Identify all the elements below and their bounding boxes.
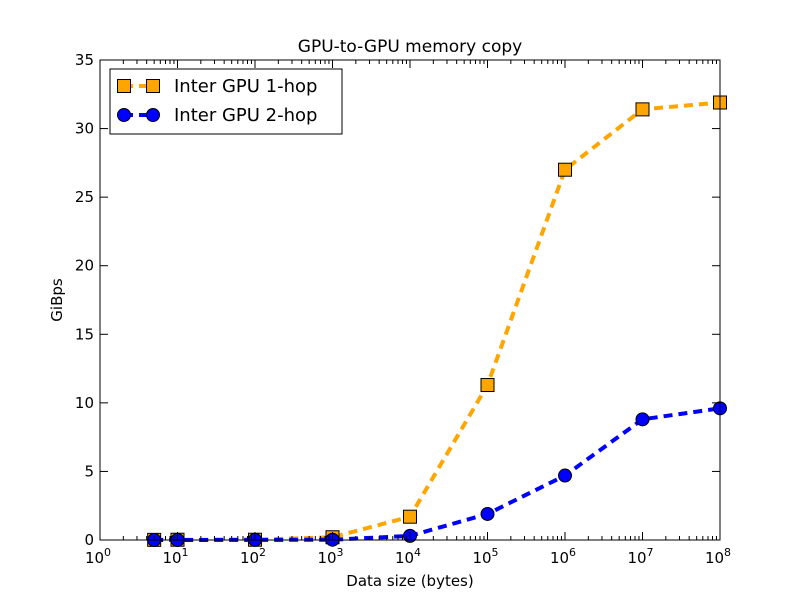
x-tick-label: 103 <box>317 546 343 567</box>
y-tick-label: 5 <box>84 462 94 480</box>
legend-label: Inter GPU 1-hop <box>174 76 317 97</box>
x-tick-label: 108 <box>705 546 731 567</box>
x-tick-label: 106 <box>550 546 576 567</box>
series-2-point <box>480 506 495 521</box>
x-tick-label: 107 <box>627 546 653 567</box>
legend-swatch-marker <box>117 108 131 122</box>
y-tick-label: 20 <box>75 257 94 275</box>
legend-swatch-marker <box>146 79 160 93</box>
x-axis-label: Data size (bytes) <box>346 572 473 590</box>
y-tick-label: 15 <box>75 325 94 343</box>
x-tick-label: 101 <box>162 546 188 567</box>
series-1-point <box>558 162 572 177</box>
series-1-point <box>480 378 495 393</box>
ticks-layer: 100 101 102 103 104 105 106 107 108 0 5 10 15 20 25 30 3… <box>75 51 731 567</box>
y-tick-label: 25 <box>75 188 94 206</box>
series-2-point <box>558 468 572 483</box>
y-tick-label: 30 <box>75 120 94 138</box>
legend-swatch-marker <box>146 108 160 122</box>
y-axis-label: GiBps <box>48 278 66 322</box>
x-tick-label: 104 <box>395 546 421 567</box>
legend: Inter GPU 1-hop Inter GPU 2-hop <box>109 68 343 135</box>
x-tick-label: 100 <box>85 546 111 567</box>
series-1-point <box>403 509 417 524</box>
y-tick-label: 35 <box>75 51 94 69</box>
x-tick-label: 105 <box>472 546 498 567</box>
series-1-line <box>154 100 721 542</box>
legend-label: Inter GPU 2-hop <box>174 105 317 126</box>
series-layer <box>147 95 727 547</box>
series-2-point <box>635 412 650 427</box>
y-tick-label: 0 <box>84 531 94 549</box>
series-1-point <box>635 102 650 117</box>
chart-title: GPU-to-GPU memory copy <box>298 37 522 57</box>
legend-swatch-marker <box>117 79 131 93</box>
y-tick-label: 10 <box>75 394 94 412</box>
x-tick-label: 102 <box>240 546 266 567</box>
